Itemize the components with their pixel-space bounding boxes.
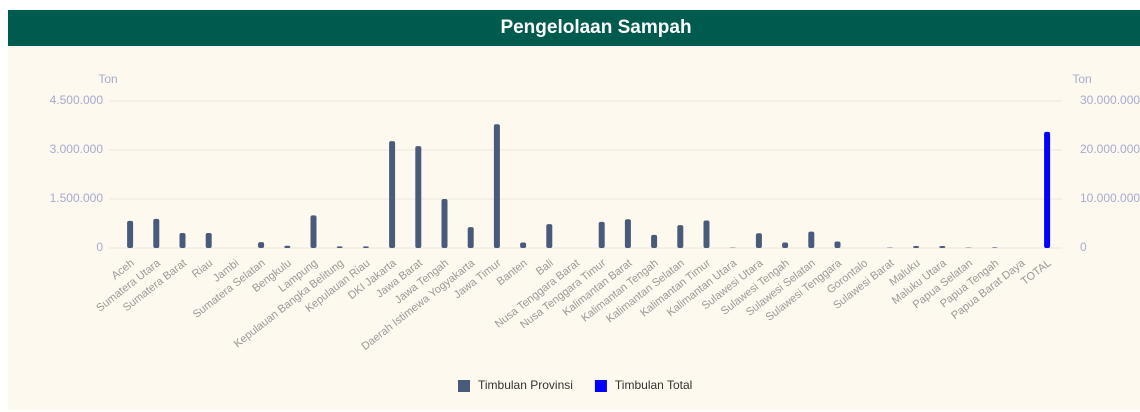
legend-label: Timbulan Provinsi bbox=[478, 378, 573, 392]
bar bbox=[310, 215, 317, 248]
bar bbox=[834, 241, 841, 248]
bar bbox=[127, 220, 134, 248]
chart-title: Pengelolaan Sampah bbox=[500, 17, 691, 38]
bar bbox=[205, 232, 212, 248]
bar bbox=[284, 245, 291, 248]
y-tick-label: 0 bbox=[96, 240, 103, 254]
bar bbox=[493, 124, 500, 248]
bar bbox=[755, 233, 762, 248]
y-axis-title: Ton bbox=[98, 72, 117, 86]
bar bbox=[939, 246, 946, 248]
bar bbox=[991, 247, 998, 248]
y-tick-label: 4.500.000 bbox=[50, 93, 104, 107]
y2-axis-title: Ton bbox=[1072, 72, 1091, 86]
bar bbox=[520, 242, 527, 248]
bar bbox=[624, 219, 631, 248]
y2-tick-label: 30.000.000 bbox=[1080, 93, 1140, 107]
bar bbox=[546, 224, 553, 248]
legend-label: Timbulan Total bbox=[615, 378, 692, 392]
panel bbox=[8, 10, 1140, 410]
y-tick-label: 3.000.000 bbox=[50, 142, 104, 156]
bar bbox=[598, 221, 605, 248]
bar bbox=[362, 246, 369, 248]
y-tick-label: 1.500.000 bbox=[50, 191, 104, 205]
bar bbox=[782, 242, 789, 248]
y2-tick-label: 0 bbox=[1080, 240, 1087, 254]
bar bbox=[703, 220, 710, 248]
bar bbox=[467, 227, 474, 248]
bar bbox=[913, 246, 920, 248]
bar bbox=[258, 242, 265, 248]
bar bbox=[677, 225, 684, 248]
bar bbox=[651, 234, 658, 248]
legend-swatch bbox=[594, 380, 607, 392]
bar bbox=[415, 146, 422, 248]
bar bbox=[179, 232, 186, 248]
y2-tick-label: 10.000.000 bbox=[1080, 191, 1140, 205]
legend-swatch bbox=[458, 380, 470, 392]
bar bbox=[389, 141, 396, 248]
header bbox=[8, 10, 1140, 46]
bar bbox=[808, 231, 815, 248]
y2-tick-label: 20.000.000 bbox=[1080, 142, 1140, 156]
bar bbox=[441, 199, 448, 248]
bar bbox=[153, 218, 160, 248]
bar bbox=[1044, 131, 1051, 248]
bar bbox=[336, 246, 343, 248]
